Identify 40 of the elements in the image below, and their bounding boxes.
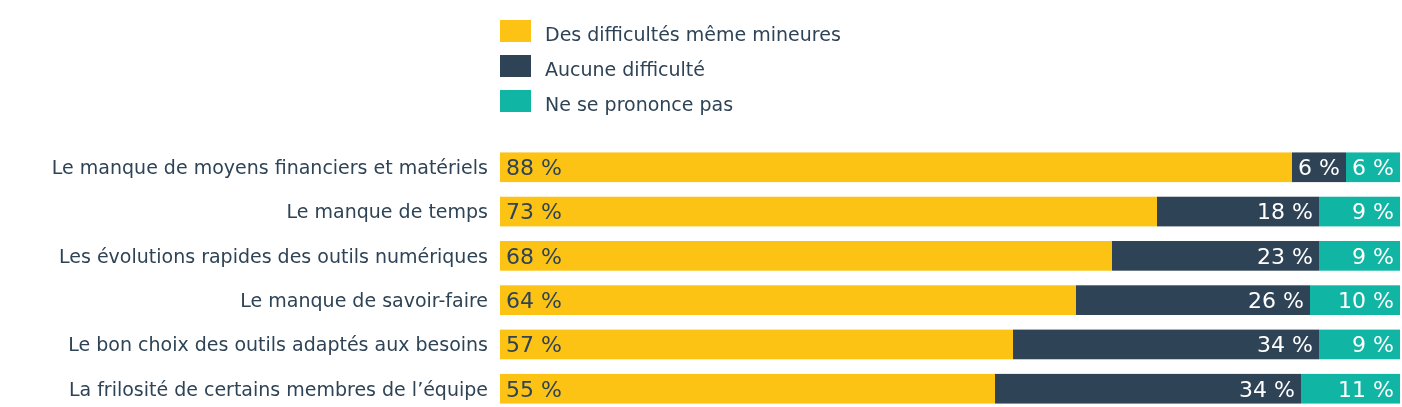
data-label: 9 % — [1352, 199, 1394, 225]
bar — [500, 152, 1292, 183]
data-label: 73 % — [506, 199, 562, 225]
data-label: 57 % — [506, 332, 562, 358]
data-label: 6 % — [1298, 155, 1340, 181]
bar — [1301, 373, 1400, 404]
y-tick-label: Le bon choix des outils adaptés aux besoins — [68, 333, 488, 356]
data-label: 34 % — [1257, 332, 1313, 358]
data-label: 6 % — [1352, 155, 1394, 181]
y-tick-label: Le manque de moyens financiers et matériels — [51, 156, 488, 179]
data-label: 9 % — [1352, 332, 1394, 358]
bar — [500, 196, 1157, 227]
legend-label: Ne se prononce pas — [545, 92, 734, 115]
data-label: 64 % — [506, 288, 562, 314]
bar — [1319, 241, 1400, 271]
bar — [1112, 241, 1319, 271]
bar — [500, 285, 1076, 315]
bar — [500, 373, 995, 404]
legend-label: Des difficultés même mineures — [545, 22, 841, 45]
bar — [500, 241, 1112, 271]
data-label: 68 % — [506, 243, 562, 269]
data-label: 88 % — [506, 155, 562, 181]
bar — [1157, 196, 1319, 227]
data-label: 9 % — [1352, 243, 1394, 269]
bar — [995, 373, 1301, 404]
bar — [500, 329, 1013, 360]
y-tick-label: Le manque de temps — [286, 200, 488, 223]
legend-label: Aucune difficulté — [545, 57, 705, 80]
y-tick-label: Le manque de savoir-faire — [240, 288, 488, 311]
bar — [1076, 285, 1310, 315]
data-label: 18 % — [1257, 199, 1313, 225]
bar — [1013, 329, 1319, 360]
y-tick-label: La frilosité de certains membres de l’équipe — [68, 377, 488, 400]
data-label: 55 % — [506, 376, 562, 402]
data-label: 10 % — [1338, 288, 1394, 314]
data-label: 26 % — [1248, 288, 1304, 314]
data-label: 23 % — [1257, 243, 1313, 269]
data-label: 34 % — [1239, 376, 1295, 402]
data-label: 11 % — [1338, 376, 1394, 402]
y-tick-label: Les évolutions rapides des outils numériques — [59, 244, 488, 267]
